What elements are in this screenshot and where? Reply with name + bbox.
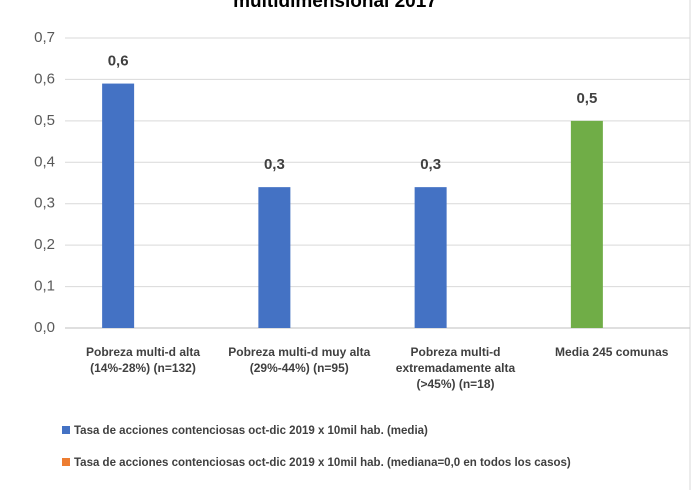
legend-swatch [62,426,70,434]
legend-item: Tasa de acciones contenciosas oct-dic 20… [62,425,428,437]
y-tick-label: 0,6 [34,70,55,87]
legend-item: Tasa de acciones contenciosas oct-dic 20… [62,457,571,469]
data-label: 0,6 [108,53,129,70]
bar [414,187,447,328]
y-tick-label: 0,7 [34,29,55,46]
y-tick-label: 0,3 [34,195,55,212]
y-tick-label: 0,1 [34,278,55,295]
chart-title: multidimensional 2017 [233,0,437,12]
legend-swatch [62,458,70,466]
y-tick-label: 0,4 [34,153,55,170]
data-label: 0,5 [576,90,597,107]
y-tick-label: 0,5 [34,112,55,129]
bar [258,187,291,328]
x-tick-label: Pobreza multi-d muy alta (29%-44%) (n=95… [228,345,371,375]
data-label: 0,3 [264,156,285,173]
x-tick-label: Pobreza multi-d alta (14%-28%) (n=132) [85,345,201,375]
x-tick-label: Pobreza multi-d extremadamente alta (>45… [395,345,516,391]
legend-label: Tasa de acciones contenciosas oct-dic 20… [74,457,571,469]
x-tick-label: Media 245 comunas [555,345,669,359]
y-tick-label: 0,2 [34,236,55,253]
bar [570,120,603,328]
legend-label: Tasa de acciones contenciosas oct-dic 20… [74,425,428,437]
bar [102,83,135,328]
y-tick-label: 0,0 [34,319,55,336]
data-label: 0,3 [420,156,441,173]
